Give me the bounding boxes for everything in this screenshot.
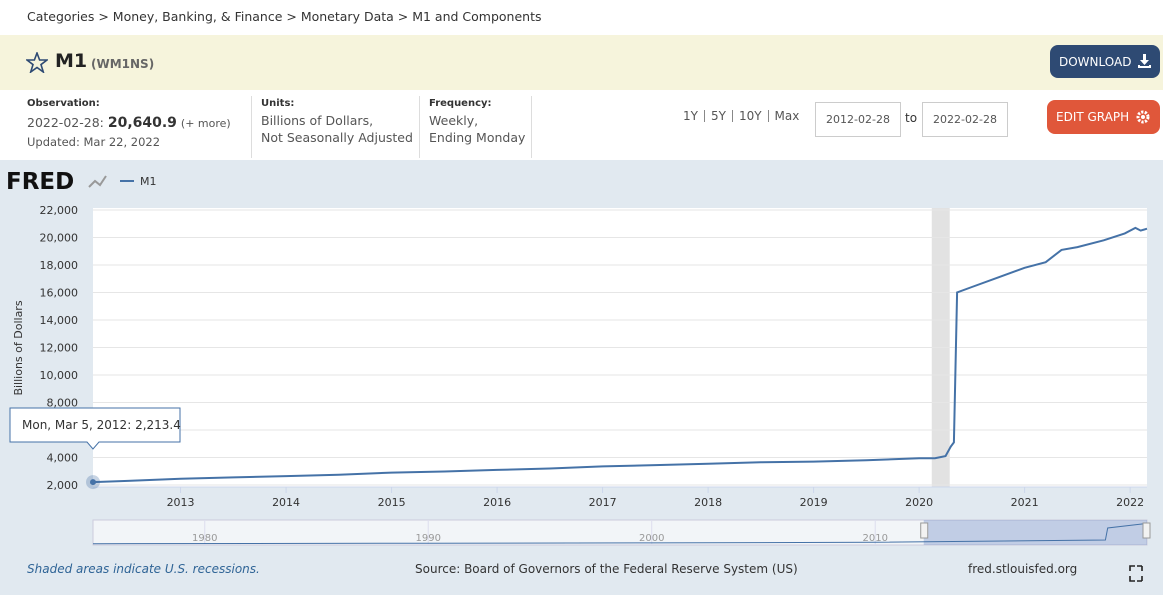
- gear-icon: [1136, 110, 1150, 124]
- updated: Updated: Mar 22, 2022: [27, 135, 161, 149]
- y-axis-label: Billions of Dollars: [12, 300, 25, 395]
- y-tick-label: 4,000: [47, 452, 79, 465]
- range-link[interactable]: 1Y: [683, 109, 698, 123]
- navigator-tick-label: 1990: [416, 533, 441, 544]
- chart-panel: FRED Billions of Dollars 2,0004,0006,000…: [0, 160, 1163, 595]
- navigator-handle[interactable]: [920, 522, 929, 539]
- y-tick-label: 16,000: [40, 287, 79, 300]
- series-code: (WM1NS): [91, 57, 155, 71]
- tooltip: Mon, Mar 5, 2012: 2,213.4: [9, 407, 181, 450]
- x-tick-label: 2021: [1011, 496, 1039, 509]
- download-button[interactable]: DOWNLOAD: [1050, 45, 1160, 78]
- x-tick-label: 2015: [378, 496, 406, 509]
- recession-note[interactable]: Shaded areas indicate U.S. recessions.: [27, 562, 260, 576]
- x-tick-label: 2017: [589, 496, 617, 509]
- x-tick-label: 2020: [905, 496, 933, 509]
- y-tick-label: 14,000: [40, 314, 79, 327]
- series-line: [92, 226, 1148, 484]
- fred-logo: FRED: [6, 169, 74, 195]
- x-tick-label: 2013: [167, 496, 195, 509]
- navigator[interactable]: [92, 519, 1148, 546]
- site-link[interactable]: fred.stlouisfed.org: [968, 562, 1077, 576]
- x-tick-label: 2014: [272, 496, 300, 509]
- navigator-tick-label: 2000: [639, 533, 664, 544]
- navigator-line: [92, 522, 1148, 545]
- range-link[interactable]: Max: [767, 110, 806, 122]
- range-link[interactable]: 5Y: [703, 110, 732, 122]
- tooltip-value: 2,213.4: [135, 418, 181, 432]
- observation-label: Observation:: [27, 98, 100, 109]
- breadcrumb[interactable]: Categories > Money, Banking, & Finance >…: [27, 9, 542, 24]
- edit-graph-label: EDIT GRAPH: [1056, 110, 1130, 124]
- star-icon[interactable]: [26, 52, 48, 73]
- navigator-tick-label: 2010: [863, 533, 888, 544]
- navigator-tick-label: 1980: [192, 533, 217, 544]
- range-links: 1Y 5Y 10Y Max: [677, 109, 805, 123]
- units-label: Units:: [261, 98, 295, 109]
- legend-label: M1: [140, 175, 157, 188]
- observation-date: 2022-02-28:: [27, 115, 104, 130]
- divider: [251, 96, 252, 158]
- units-line: Billions of Dollars,: [261, 113, 374, 128]
- more-link[interactable]: (+ more): [180, 117, 231, 130]
- frequency-line: Weekly,: [429, 113, 479, 128]
- x-tick-label: 2018: [694, 496, 722, 509]
- y-tick-label: 8,000: [47, 397, 79, 410]
- observation-value: 20,640.9: [107, 115, 177, 131]
- y-tick-label: 12,000: [40, 342, 79, 355]
- y-tick-label: 2,000: [47, 479, 79, 492]
- divider: [419, 96, 420, 158]
- frequency-line: Ending Monday: [429, 130, 526, 145]
- navigator-handle[interactable]: [1142, 522, 1151, 539]
- range-link[interactable]: 10Y: [731, 110, 768, 122]
- download-label: DOWNLOAD: [1059, 55, 1132, 69]
- source: Source: Board of Governors of the Federa…: [415, 562, 798, 576]
- y-tick-label: 10,000: [40, 369, 79, 382]
- x-tick-label: 2019: [800, 496, 828, 509]
- frequency: Weekly, Ending Monday: [429, 112, 525, 146]
- title-bar: [0, 35, 1163, 90]
- y-tick-label: 22,000: [40, 204, 79, 217]
- x-tick-label: 2022: [1116, 496, 1144, 509]
- edit-graph-button[interactable]: EDIT GRAPH: [1047, 100, 1160, 134]
- fullscreen-icon[interactable]: [1129, 565, 1143, 582]
- series-title: M1: [55, 50, 88, 72]
- units-line: Not Seasonally Adjusted: [261, 130, 413, 145]
- frequency-label: Frequency:: [429, 98, 492, 109]
- tooltip-box: [9, 407, 181, 450]
- tooltip-date: Mon, Mar 5, 2012:: [22, 418, 131, 432]
- tooltip-text: Mon, Mar 5, 2012: 2,213.4: [22, 418, 181, 432]
- units: Billions of Dollars, Not Seasonally Adjus…: [261, 112, 413, 146]
- end-date-input[interactable]: 2022-02-28: [922, 102, 1008, 137]
- start-date-input[interactable]: 2012-02-28: [815, 102, 901, 137]
- y-tick-label: 20,000: [40, 232, 79, 245]
- download-icon: [1138, 54, 1151, 68]
- divider: [531, 96, 532, 158]
- x-tick-label: 2016: [483, 496, 511, 509]
- logo-icon: [88, 175, 107, 188]
- to-label: to: [905, 111, 918, 125]
- y-tick-label: 18,000: [40, 259, 79, 272]
- hover-dot: [90, 479, 96, 486]
